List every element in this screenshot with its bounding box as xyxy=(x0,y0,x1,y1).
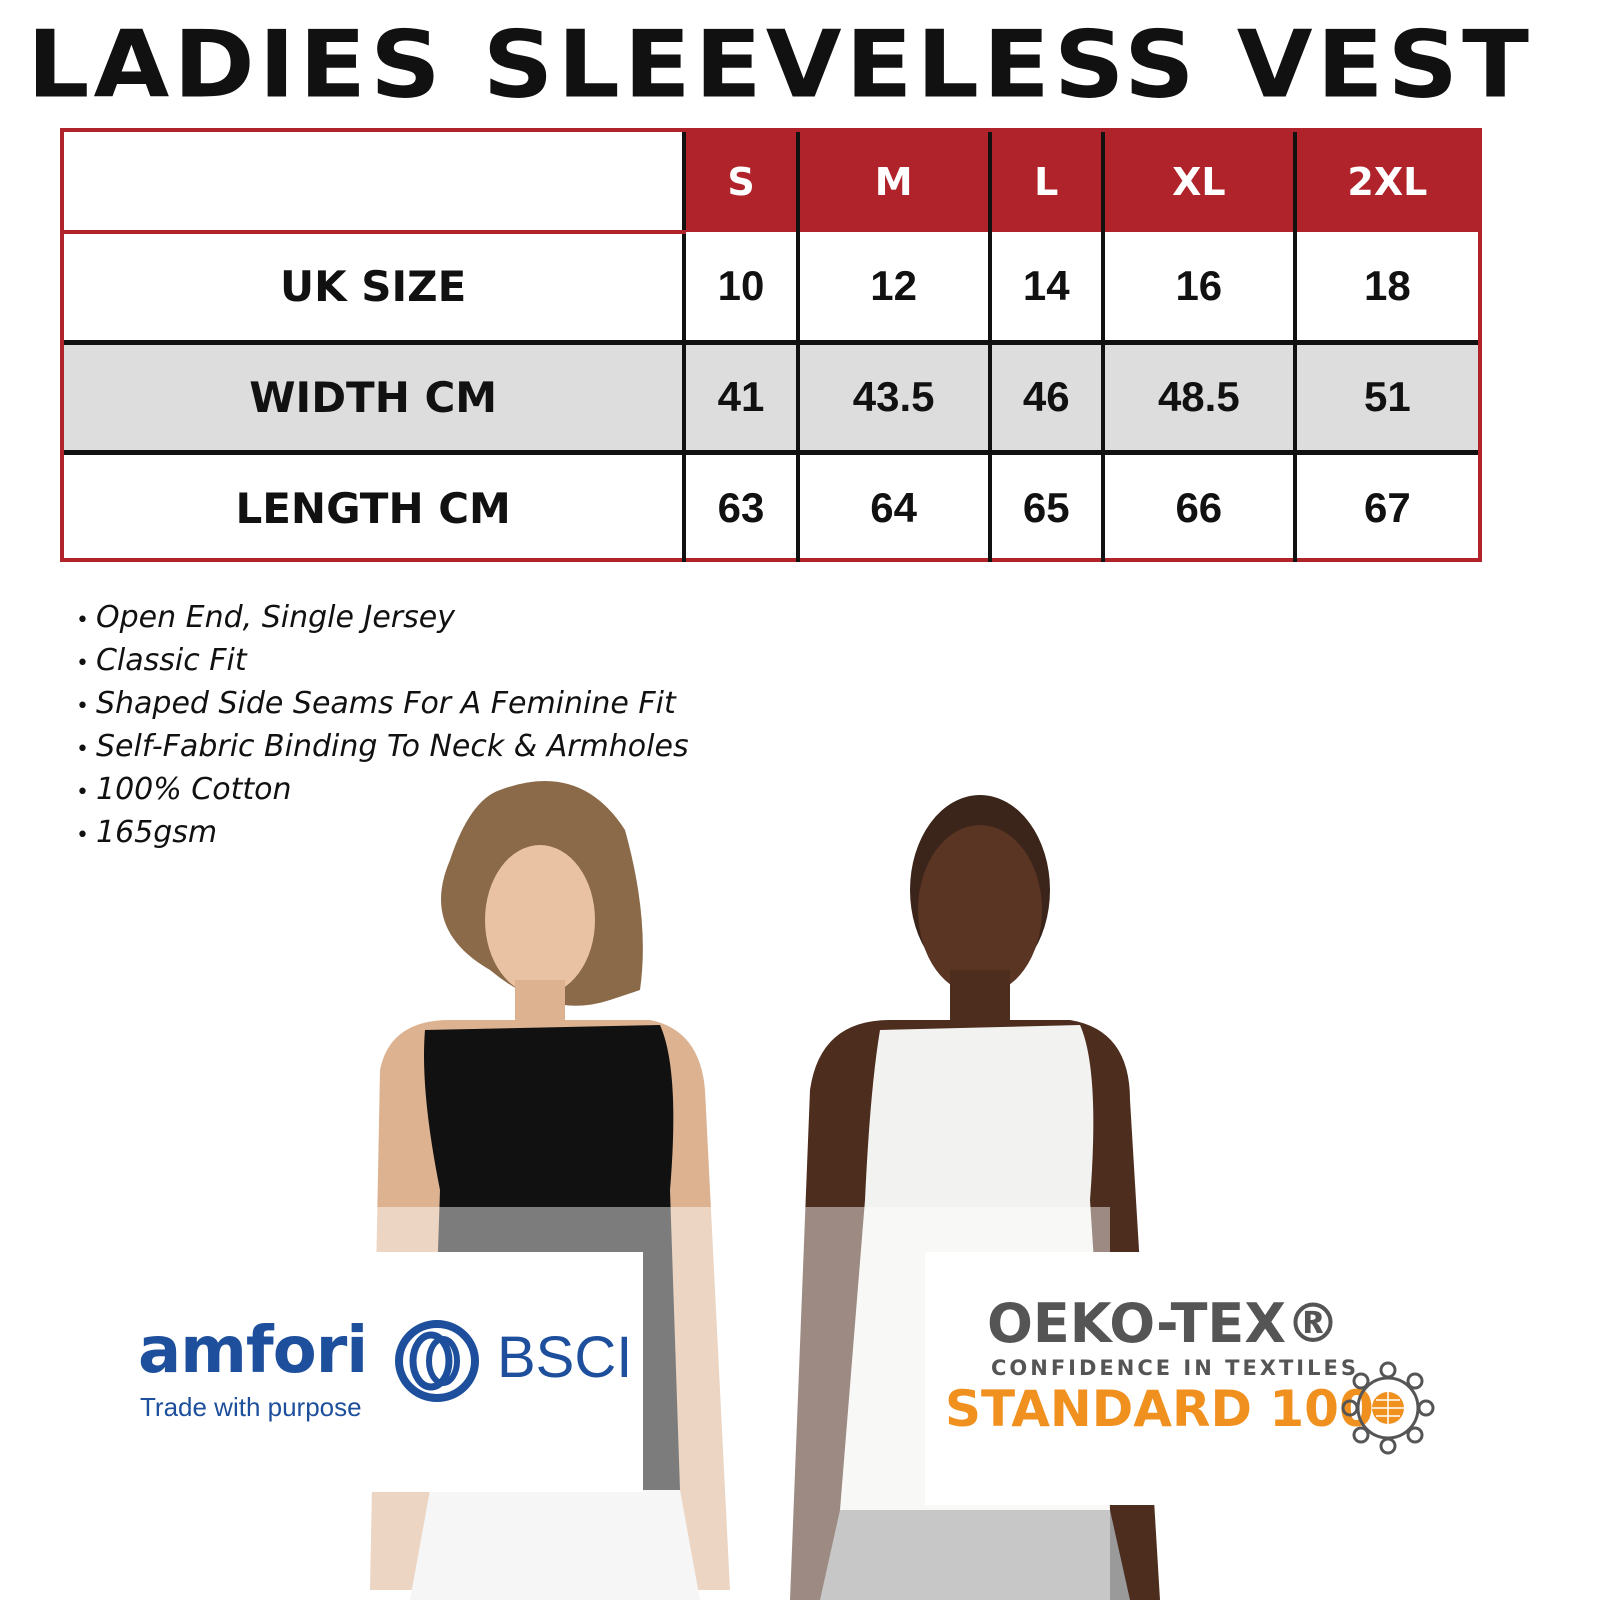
oeko-tex-wordmark: OEKO-TEX® xyxy=(987,1292,1340,1355)
table-cell: 18 xyxy=(1292,232,1478,342)
bsci-wordmark: BSCI xyxy=(497,1325,633,1390)
table-cell: 14 xyxy=(987,232,1103,342)
oeko-tagline: CONFIDENCE IN TEXTILES xyxy=(991,1356,1359,1380)
amfori-loop-icon xyxy=(395,1320,479,1402)
header-blank-cell xyxy=(64,132,685,234)
feature-item: Shaped Side Seams For A Feminine Fit xyxy=(76,684,689,727)
table-row-length: LENGTH CM 63 64 65 66 67 xyxy=(64,452,1478,562)
table-cell: 10 xyxy=(682,232,798,342)
table-cell: 48.5 xyxy=(1100,339,1295,455)
amfori-wordmark: amfori xyxy=(138,1314,368,1388)
feature-item: Self-Fabric Binding To Neck & Armholes xyxy=(76,727,689,770)
table-cell: 63 xyxy=(682,452,798,562)
table-cell: 46 xyxy=(987,339,1103,455)
feature-item: 100% Cotton xyxy=(76,770,689,813)
table-row-width: WIDTH CM 41 43.5 46 48.5 51 xyxy=(64,339,1478,455)
row-label: LENGTH CM xyxy=(235,483,511,533)
size-header-row: S M L XL 2XL xyxy=(64,132,1478,234)
oeko-tex-logo: OEKO-TEX® CONFIDENCE IN TEXTILES STANDAR… xyxy=(925,1252,1600,1505)
feature-list: Open End, Single Jersey Classic Fit Shap… xyxy=(76,598,689,856)
size-chart-table: S M L XL 2XL UK SIZE 10 12 14 16 18 WIDT… xyxy=(60,128,1482,562)
size-header: M xyxy=(795,132,990,232)
amfori-bsci-logo: amfori BSCI Trade with purpose xyxy=(0,1252,643,1492)
table-cell: 65 xyxy=(987,452,1103,562)
table-row-uk-size: UK SIZE 10 12 14 16 18 xyxy=(64,232,1478,342)
oeko-globe-emblem-icon xyxy=(1341,1361,1435,1455)
table-cell: 67 xyxy=(1292,452,1478,562)
table-cell: 12 xyxy=(795,232,990,342)
amfori-tagline: Trade with purpose xyxy=(140,1392,362,1422)
feature-item: 165gsm xyxy=(76,813,689,856)
table-cell: 16 xyxy=(1100,232,1295,342)
row-label: WIDTH CM xyxy=(64,339,685,455)
table-cell: 51 xyxy=(1292,339,1478,455)
feature-item: Open End, Single Jersey xyxy=(76,598,689,641)
table-cell: 64 xyxy=(795,452,990,562)
standard-100-label: STANDARD 100 xyxy=(945,1380,1374,1438)
size-header: 2XL xyxy=(1292,132,1478,232)
size-header: S xyxy=(682,132,798,232)
page-title: LADIES SLEEVELESS VEST xyxy=(27,10,1533,120)
size-header: L xyxy=(987,132,1103,232)
size-header: XL xyxy=(1100,132,1295,232)
table-cell: 43.5 xyxy=(795,339,990,455)
table-cell: 41 xyxy=(682,339,798,455)
table-cell: 66 xyxy=(1100,452,1295,562)
row-label: UK SIZE xyxy=(280,262,467,312)
feature-item: Classic Fit xyxy=(76,641,689,684)
